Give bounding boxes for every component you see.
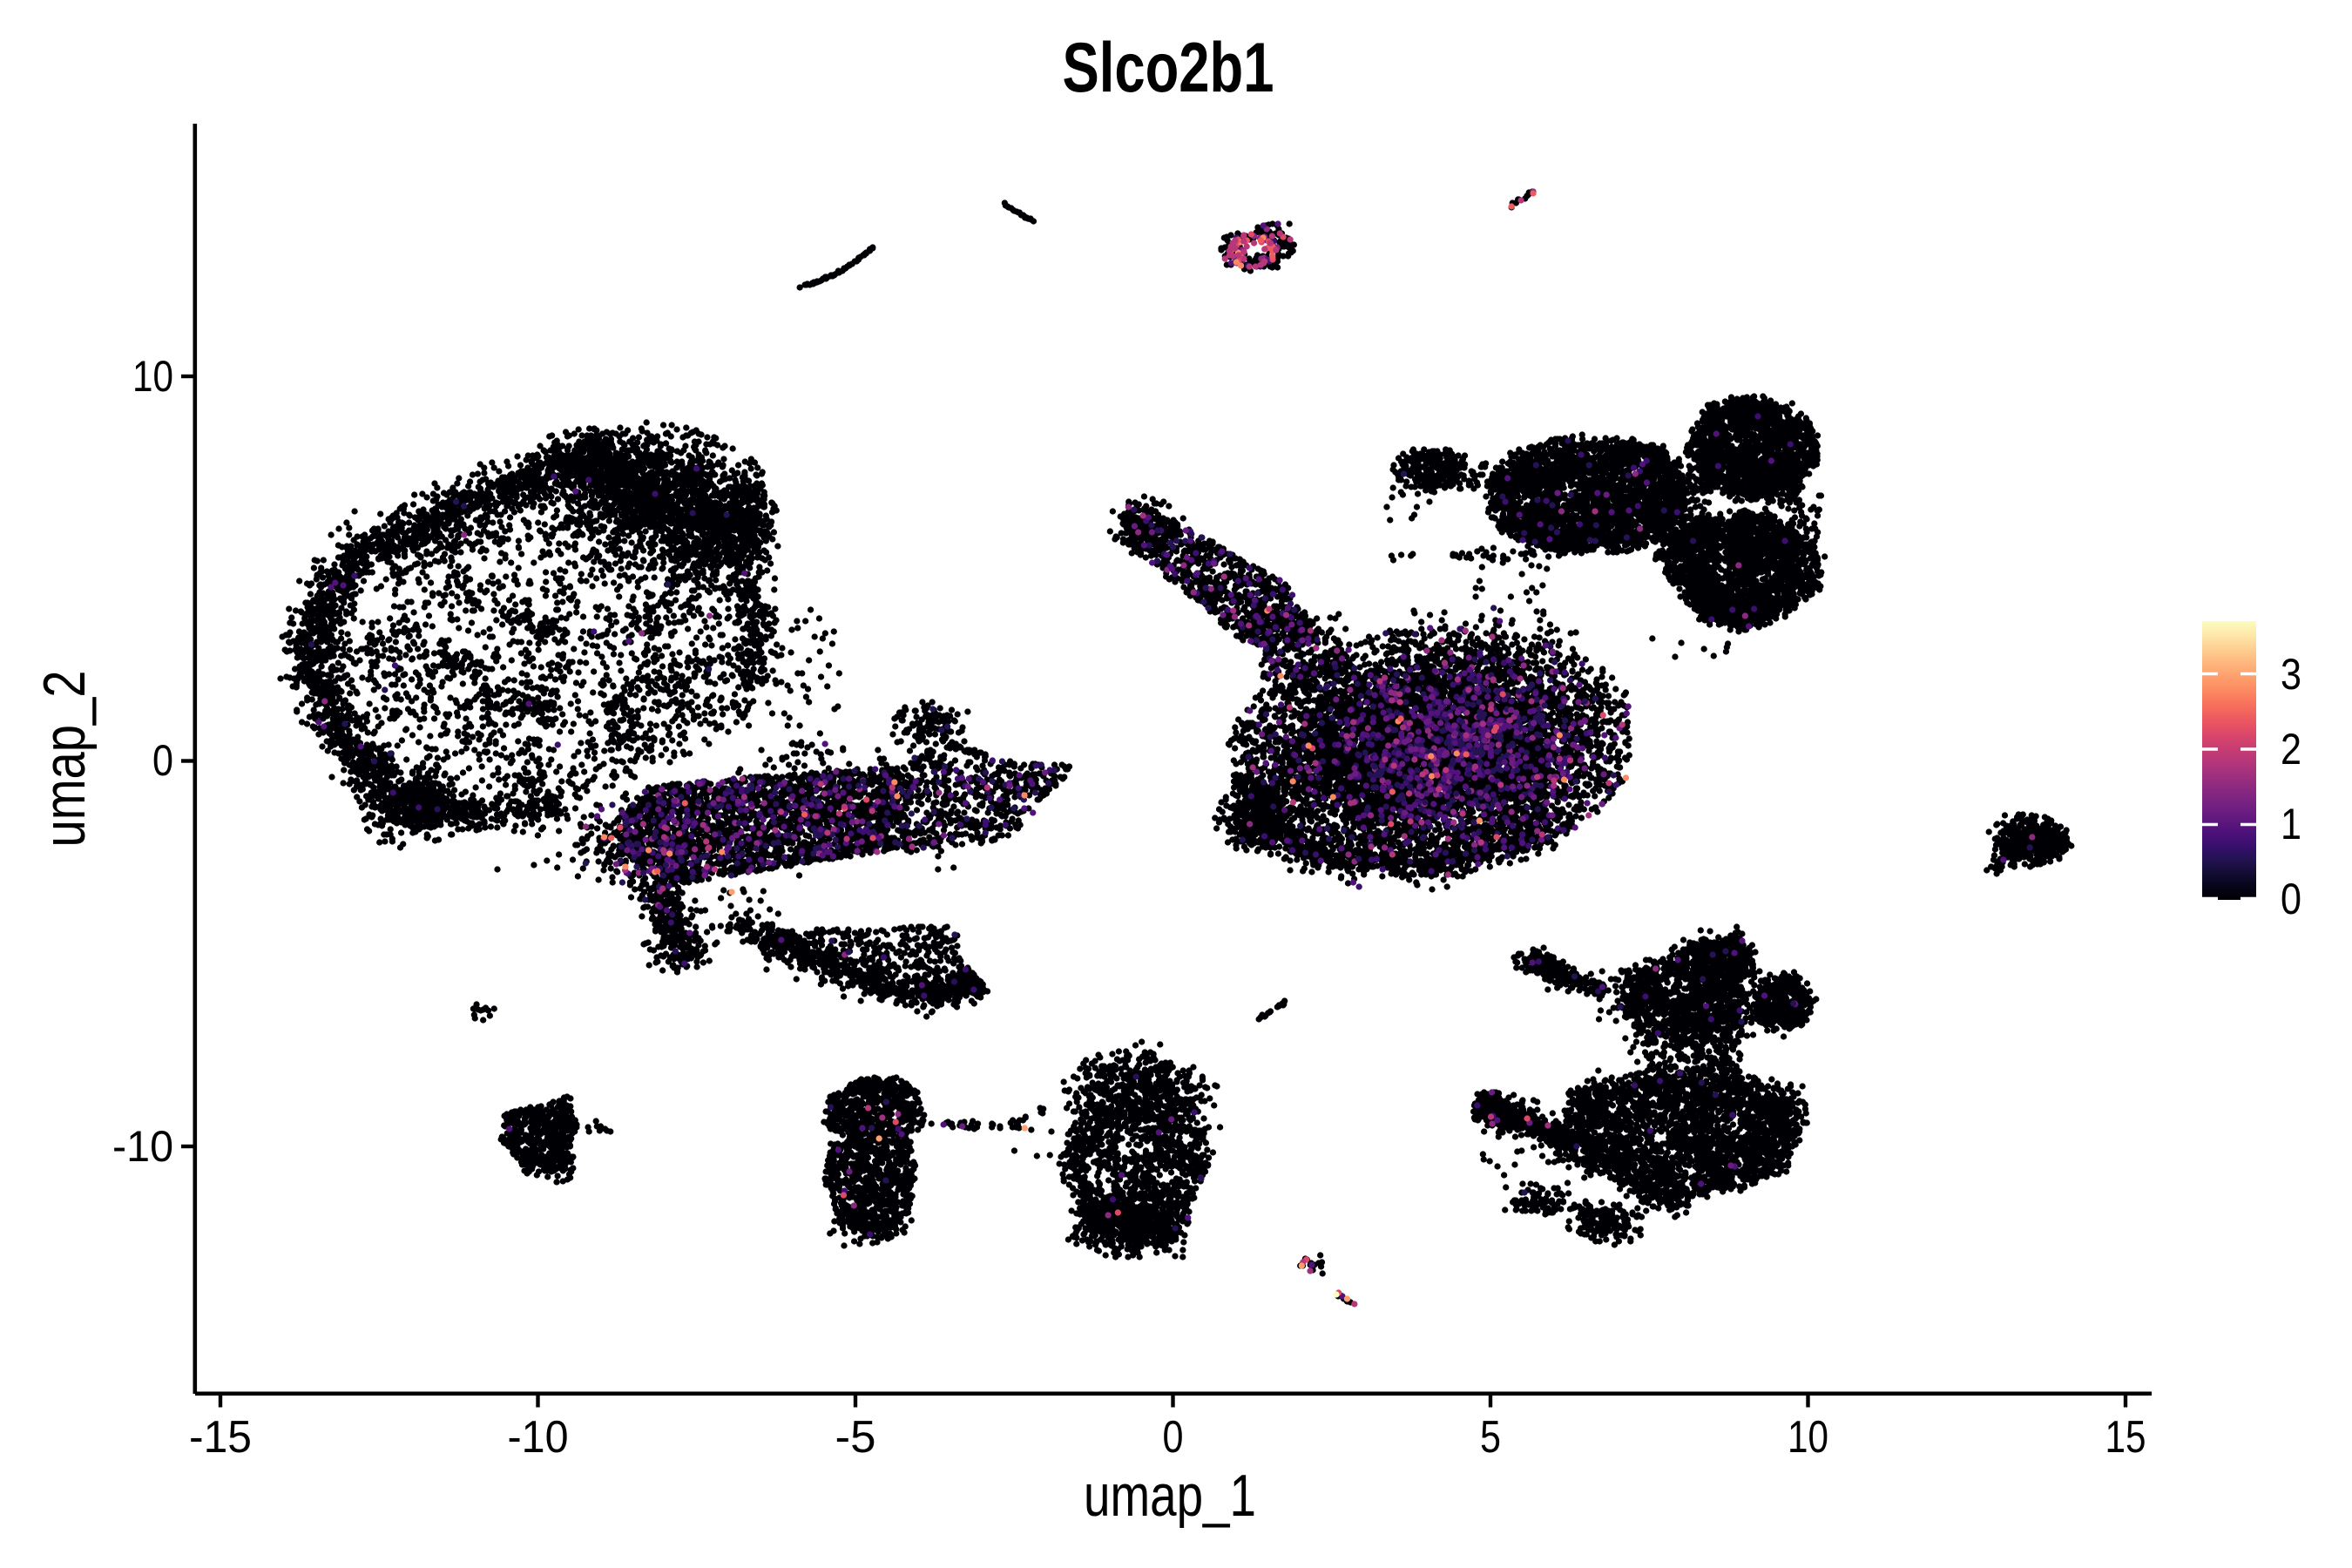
svg-text:2: 2: [2281, 725, 2301, 774]
svg-text:-5: -5: [835, 1412, 876, 1463]
svg-text:Slco2b1: Slco2b1: [1063, 29, 1274, 107]
svg-text:10: 10: [1788, 1412, 1828, 1463]
svg-text:umap_2: umap_2: [31, 671, 98, 848]
svg-text:umap_1: umap_1: [1084, 1463, 1256, 1529]
svg-text:3: 3: [2281, 650, 2301, 699]
svg-text:15: 15: [2105, 1412, 2146, 1463]
svg-text:1: 1: [2281, 800, 2301, 848]
svg-text:0: 0: [2281, 875, 2301, 923]
svg-text:0: 0: [1163, 1412, 1184, 1463]
svg-text:-15: -15: [189, 1412, 252, 1463]
svg-text:10: 10: [132, 352, 173, 401]
svg-text:-10: -10: [112, 1122, 173, 1171]
svg-text:0: 0: [152, 736, 173, 785]
svg-text:-10: -10: [508, 1412, 569, 1463]
svg-text:5: 5: [1480, 1412, 1501, 1463]
